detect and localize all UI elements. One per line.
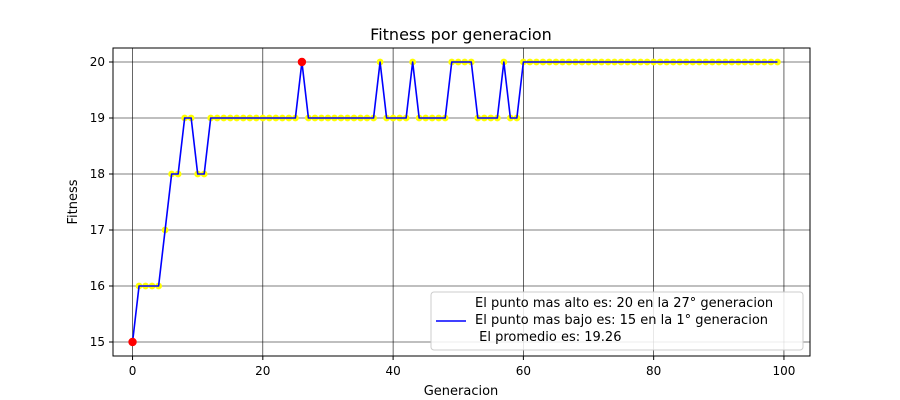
extreme-point-marker <box>297 57 307 67</box>
y-tick-label: 15 <box>90 335 105 349</box>
legend-entry-highest: El punto mas alto es: 20 en la 27° gener… <box>475 296 773 311</box>
legend-entry-average: El promedio es: 19.26 <box>475 330 621 345</box>
x-tick-label: 80 <box>646 364 661 378</box>
y-tick-label: 16 <box>90 279 105 293</box>
y-tick-label: 20 <box>90 55 105 69</box>
legend-entry-lowest: El punto mas bajo es: 15 en la 1° genera… <box>475 313 768 328</box>
x-tick-label: 100 <box>772 364 795 378</box>
x-tick-label: 60 <box>516 364 531 378</box>
chart-title: Fitness por generacion <box>370 25 552 44</box>
x-tick-label: 20 <box>255 364 270 378</box>
y-axis-title: Fitness <box>66 179 81 224</box>
axis-ticks: 0 20 40 60 80 100 15 16 17 18 19 20 <box>90 55 796 378</box>
y-tick-label: 18 <box>90 167 105 181</box>
legend-box <box>430 291 804 351</box>
x-axis-title: Generacion <box>424 384 499 399</box>
extreme-point-marker <box>128 337 137 347</box>
y-tick-label: 19 <box>90 111 105 125</box>
x-tick-label: 40 <box>385 364 400 378</box>
series-layer <box>128 57 781 347</box>
x-tick-label: 0 <box>129 364 137 378</box>
plot-area-frame <box>112 47 811 357</box>
y-tick-label: 17 <box>90 223 105 237</box>
legend: El punto mas alto es: 20 en la 27° gener… <box>430 291 804 351</box>
fitness-line <box>131 61 778 343</box>
